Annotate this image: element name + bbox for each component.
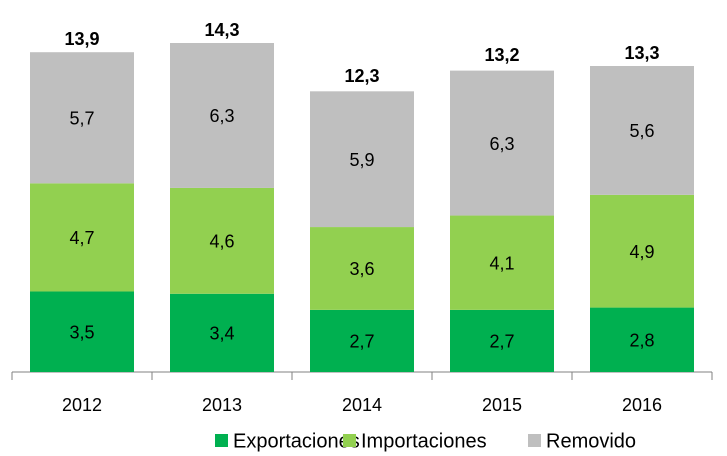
x-tick-label: 2016: [622, 395, 662, 415]
bar-segment: [450, 70, 554, 216]
total-label: 12,3: [344, 66, 379, 86]
value-label: 3,4: [209, 324, 234, 344]
legend-label: Removido: [546, 430, 636, 452]
bar-segment: [590, 66, 694, 195]
bar-segment: [170, 187, 274, 294]
legend-swatch: [215, 434, 228, 447]
x-tick-label: 2013: [202, 395, 242, 415]
total-label: 13,2: [484, 45, 519, 65]
bar-segment: [30, 183, 134, 292]
bar-segment: [310, 227, 414, 310]
total-label: 14,3: [204, 20, 239, 40]
value-label: 2,7: [489, 332, 514, 352]
x-tick-label: 2014: [342, 395, 382, 415]
bar-segment: [450, 309, 554, 372]
value-label: 5,9: [349, 150, 374, 170]
bar-segment: [590, 307, 694, 372]
value-label: 5,7: [69, 109, 94, 129]
x-tick-label: 2015: [482, 395, 522, 415]
x-tick-label: 2012: [62, 395, 102, 415]
bar-segment: [310, 91, 414, 228]
bar-segment: [450, 215, 554, 310]
bar-segment: [170, 293, 274, 372]
legend-swatch: [528, 434, 541, 447]
value-label: 5,6: [629, 121, 654, 141]
legend-swatch: [343, 434, 356, 447]
value-label: 4,7: [69, 228, 94, 248]
value-label: 4,6: [209, 232, 234, 252]
value-label: 2,7: [349, 332, 374, 352]
bar-segment: [170, 43, 274, 188]
value-label: 2,8: [629, 331, 654, 351]
value-label: 3,6: [349, 259, 374, 279]
total-label: 13,9: [64, 29, 99, 49]
total-label: 13,3: [624, 43, 659, 63]
legend-label: Importaciones: [361, 430, 487, 452]
bar-segment: [30, 291, 134, 372]
value-label: 4,1: [489, 253, 514, 273]
bar-segment: [590, 194, 694, 308]
value-label: 6,3: [489, 134, 514, 154]
value-label: 4,9: [629, 242, 654, 262]
value-label: 6,3: [209, 106, 234, 126]
bar-segment: [30, 52, 134, 184]
legend-label: Exportaciones: [233, 430, 360, 452]
value-label: 3,5: [69, 322, 94, 342]
bar-segment: [310, 309, 414, 372]
